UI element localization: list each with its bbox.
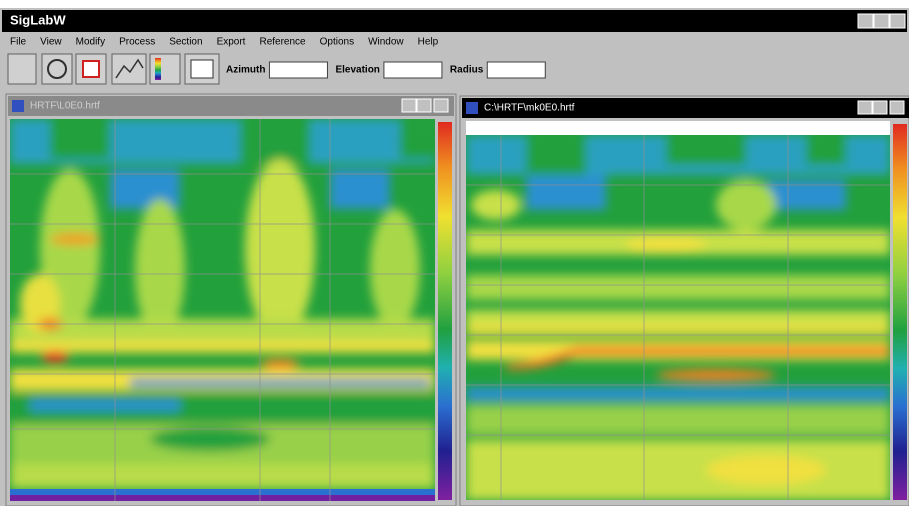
settings-button[interactable] bbox=[41, 53, 73, 85]
window-title-bar bbox=[462, 98, 909, 118]
maximize[interactable] bbox=[872, 100, 888, 115]
menu-item[interactable]: File bbox=[10, 37, 27, 48]
window-title: C:\HRTF\mk0E0.hrtf bbox=[484, 103, 575, 114]
menu-item[interactable]: Process bbox=[119, 37, 155, 48]
minimize[interactable] bbox=[857, 13, 874, 29]
close[interactable] bbox=[433, 98, 449, 113]
window-icon bbox=[12, 100, 24, 112]
colorbar-button[interactable] bbox=[149, 53, 181, 85]
colorbar bbox=[893, 124, 907, 500]
text-input[interactable] bbox=[268, 61, 328, 79]
plot-button[interactable] bbox=[111, 53, 147, 85]
menu-item[interactable]: Reference bbox=[259, 37, 306, 48]
toolbar-fields: Azimuth Elevation Radius bbox=[226, 61, 546, 79]
blank-strip bbox=[466, 121, 890, 135]
child-window: HRTF\L0E0.hrtf bbox=[5, 93, 457, 507]
minimize[interactable] bbox=[401, 98, 417, 113]
menu-item[interactable]: Modify bbox=[76, 37, 105, 48]
menu-bar: File View Modify Process Section Export Refere… bbox=[10, 37, 439, 48]
field-label: Radius bbox=[450, 65, 484, 76]
app-title: SigLabW bbox=[10, 12, 66, 27]
menu-item[interactable]: Export bbox=[217, 37, 246, 48]
title-bar bbox=[2, 10, 907, 32]
grid bbox=[466, 135, 890, 500]
window-controls bbox=[857, 13, 906, 29]
maximize[interactable] bbox=[416, 98, 432, 113]
grid bbox=[10, 119, 435, 501]
icon bbox=[47, 59, 67, 79]
menu-item[interactable]: View bbox=[40, 37, 62, 48]
maximize[interactable] bbox=[873, 13, 890, 29]
spectrogram bbox=[10, 119, 435, 501]
spectrogram bbox=[466, 135, 890, 500]
close[interactable] bbox=[889, 100, 905, 115]
child-window: C:\HRTF\mk0E0.hrtf bbox=[459, 95, 909, 507]
minimize[interactable] bbox=[857, 100, 873, 115]
window-title-bar bbox=[8, 96, 454, 116]
menu-item[interactable]: Help bbox=[418, 37, 439, 48]
field-label: Azimuth bbox=[226, 65, 265, 76]
toolbar bbox=[7, 53, 220, 85]
icon bbox=[155, 58, 161, 80]
menu-item[interactable]: Window bbox=[368, 37, 404, 48]
icon bbox=[115, 58, 144, 79]
window-title: HRTF\L0E0.hrtf bbox=[30, 101, 100, 112]
field-label: Elevation bbox=[335, 65, 379, 76]
text-input[interactable] bbox=[383, 61, 443, 79]
window-icon bbox=[466, 102, 478, 114]
menu-item[interactable]: Section bbox=[169, 37, 202, 48]
open-button[interactable] bbox=[7, 53, 37, 85]
icon bbox=[190, 59, 214, 79]
text-input[interactable] bbox=[486, 61, 546, 79]
colorbar bbox=[438, 122, 452, 500]
icon bbox=[82, 60, 100, 78]
close[interactable] bbox=[889, 13, 906, 29]
menu-item[interactable]: Options bbox=[320, 37, 354, 48]
